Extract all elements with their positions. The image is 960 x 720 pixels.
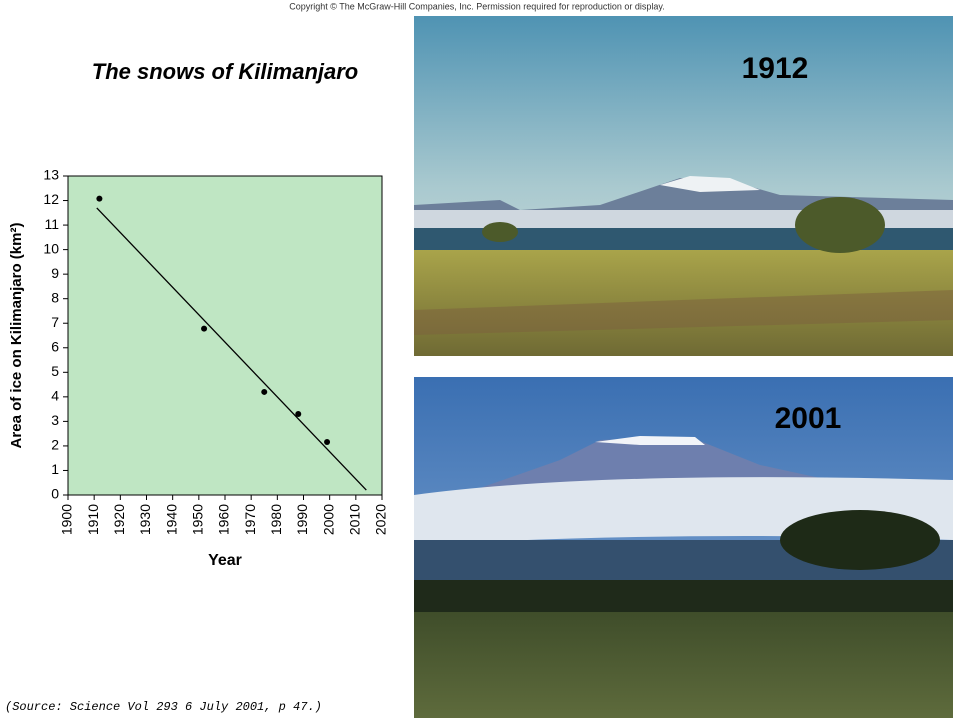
x-tick-label: 1940 [163, 504, 179, 535]
photo-1912: 1912 [414, 16, 953, 356]
data-point [96, 195, 103, 202]
x-tick-label: 1900 [59, 504, 75, 535]
y-tick-label: 13 [43, 167, 59, 183]
x-tick-label: 2000 [320, 504, 336, 535]
x-axis-label: Year [208, 552, 242, 569]
x-tick-label: 1980 [268, 504, 284, 535]
source: (Source: Science Vol 293 6 July 2001, p … [5, 700, 322, 714]
plot-area [67, 175, 383, 496]
photo-label: 1912 [742, 52, 809, 85]
photo-label: 2001 [775, 402, 842, 435]
x-tick-label: 1950 [190, 504, 206, 535]
y-axis-label: Area of ice on Kilimanjaro (km²) [8, 223, 25, 449]
x-tick-label: 1990 [294, 504, 310, 535]
slide-title: The snows of Kilimanjaro [92, 59, 358, 84]
y-tick-label: 7 [51, 314, 59, 330]
y-tick-label: 8 [51, 289, 59, 305]
data-point [324, 438, 331, 445]
copyright: Copyright © The McGraw-Hill Companies, I… [289, 1, 664, 11]
x-tick-label: 1910 [85, 504, 101, 535]
x-tick-label: 1970 [242, 504, 258, 535]
y-tick-label: 12 [43, 191, 59, 207]
x-tick-label: 1930 [137, 504, 153, 535]
y-tick-label: 3 [51, 412, 59, 428]
x-tick-label: 2020 [373, 504, 389, 535]
y-tick-label: 0 [51, 486, 59, 502]
data-point [295, 411, 302, 418]
y-tick-label: 6 [51, 338, 59, 354]
y-tick-label: 10 [43, 240, 59, 256]
y-tick-label: 2 [51, 437, 59, 453]
x-tick-label: 1960 [216, 504, 232, 535]
data-point [201, 325, 208, 332]
y-tick-label: 4 [51, 388, 59, 404]
y-tick-label: 11 [44, 216, 59, 232]
x-tick-label: 2010 [347, 504, 363, 535]
trend-line [96, 207, 367, 491]
photo-2001: 2001 [414, 377, 953, 718]
x-tick-label: 1920 [111, 504, 127, 535]
y-tick-label: 9 [51, 265, 59, 281]
y-tick-label: 5 [51, 363, 59, 379]
data-point [261, 388, 268, 395]
y-tick-label: 1 [51, 461, 59, 477]
